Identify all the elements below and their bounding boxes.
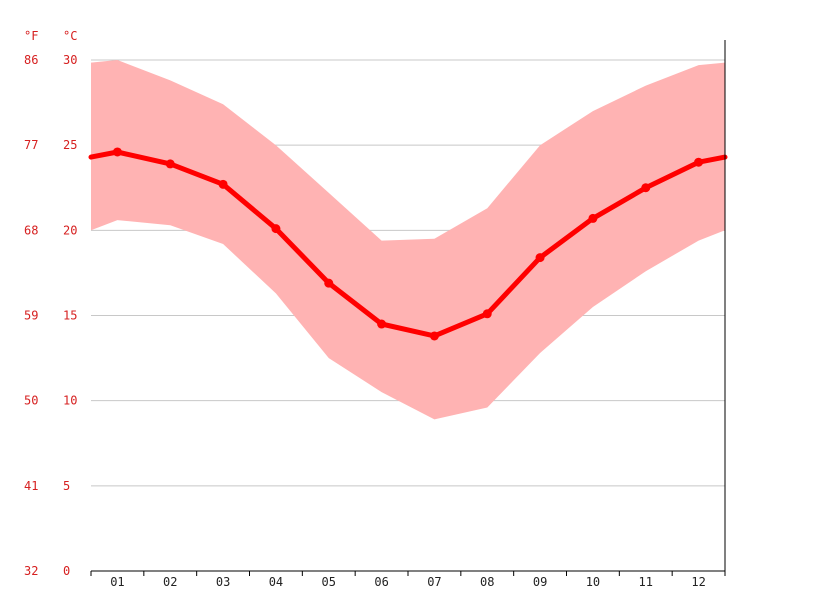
y-tick-label-celsius: 20	[63, 223, 77, 237]
data-point-02	[165, 159, 175, 169]
unit-labels: °F °C	[24, 29, 77, 43]
y-tick-label-celsius: 5	[63, 479, 70, 493]
average-temperature-series	[88, 147, 728, 341]
y-tick-label-celsius: 15	[63, 309, 77, 323]
range-band-area	[91, 60, 725, 420]
axes	[90, 40, 726, 576]
x-tick-label-12: 12	[691, 575, 705, 589]
y-tick-label-celsius: 25	[63, 138, 77, 152]
x-tick-label-10: 10	[586, 575, 600, 589]
temperature-range-band	[91, 60, 725, 420]
x-tick-label-08: 08	[480, 575, 494, 589]
data-point-05	[324, 278, 334, 288]
y-tick-label-fahrenheit: 68	[24, 223, 38, 237]
x-tick-label-05: 05	[322, 575, 336, 589]
x-tick-label-02: 02	[163, 575, 177, 589]
y-tick-label-fahrenheit: 77	[24, 138, 38, 152]
unit-fahrenheit-label: °F	[24, 29, 38, 43]
y-tick-label-celsius: 10	[63, 394, 77, 408]
y-tick-label-fahrenheit: 41	[24, 479, 38, 493]
y-tick-label-fahrenheit: 50	[24, 394, 38, 408]
data-point-06	[377, 319, 387, 329]
data-point-10	[588, 213, 598, 223]
y-tick-label-fahrenheit: 59	[24, 309, 38, 323]
x-tick-label-07: 07	[427, 575, 441, 589]
y-tick-labels: 32 0 41 5 50 10 59 15 68 20 77 25 86 30	[24, 53, 77, 578]
x-tick-label-03: 03	[216, 575, 230, 589]
y-tick-label-fahrenheit: 32	[24, 564, 38, 578]
data-point-01	[112, 147, 122, 157]
series-line	[88, 149, 728, 339]
x-tick-label-06: 06	[374, 575, 388, 589]
y-tick-label-celsius: 30	[63, 53, 77, 67]
data-point-08	[482, 309, 492, 319]
x-tick-label-01: 01	[110, 575, 124, 589]
data-point-03	[218, 179, 228, 189]
unit-celsius-label: °C	[63, 29, 77, 43]
x-tick-label-04: 04	[269, 575, 283, 589]
data-point-07	[429, 331, 439, 341]
data-point-11	[641, 183, 651, 193]
x-tick-label-11: 11	[639, 575, 653, 589]
data-point-09	[535, 253, 545, 263]
x-tick-labels: 01 02 03 04 05 06 07 08 09 10 11 12	[110, 575, 706, 589]
data-point-04	[271, 224, 281, 234]
x-tick-label-09: 09	[533, 575, 547, 589]
y-tick-label-celsius: 0	[63, 564, 70, 578]
y-tick-label-fahrenheit: 86	[24, 53, 38, 67]
data-point-12	[694, 157, 704, 167]
